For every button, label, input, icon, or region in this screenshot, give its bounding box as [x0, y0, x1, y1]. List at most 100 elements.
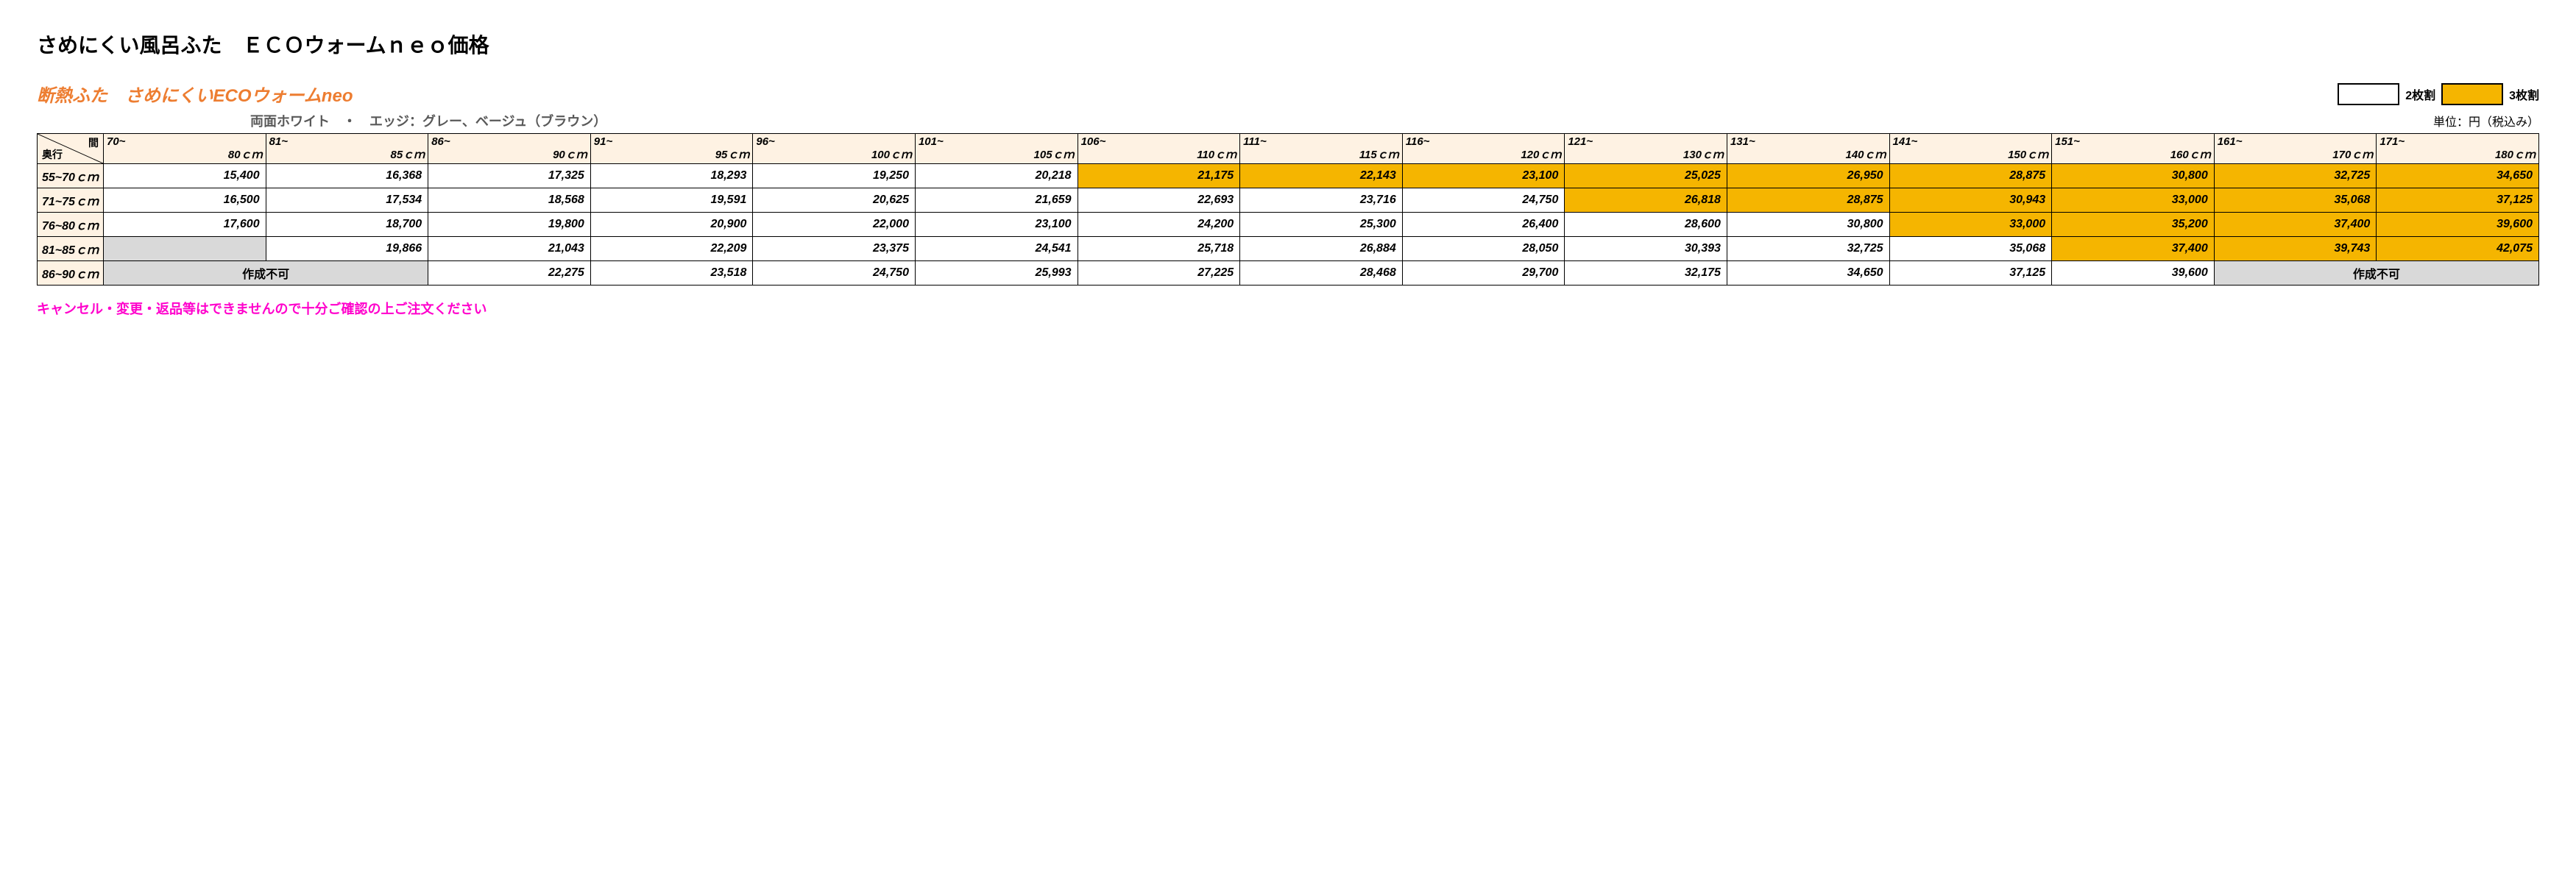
price-cell: 28,875: [1889, 164, 2052, 188]
price-cell: 32,725: [1727, 237, 1889, 261]
corner-cell: 間 奥行: [38, 134, 104, 164]
col-head-5: 101~105ｃｍ: [915, 134, 1078, 164]
price-cell: 37,125: [2377, 188, 2539, 213]
price-cell: 26,950: [1727, 164, 1889, 188]
price-cell: 28,468: [1240, 261, 1403, 286]
price-cell: 42,075: [2377, 237, 2539, 261]
price-cell: 33,000: [1889, 213, 2052, 237]
price-cell: 24,541: [915, 237, 1078, 261]
price-cell: 25,993: [915, 261, 1078, 286]
row-head-3: 81~85ｃｍ: [38, 237, 104, 261]
price-cell: 26,884: [1240, 237, 1403, 261]
price-cell: 25,025: [1565, 164, 1727, 188]
col-head-13: 161~170ｃｍ: [2214, 134, 2377, 164]
price-cell: 39,600: [2377, 213, 2539, 237]
price-cell: 21,659: [915, 188, 1078, 213]
price-cell: 34,650: [2377, 164, 2539, 188]
price-cell: 22,143: [1240, 164, 1403, 188]
price-cell: 26,400: [1402, 213, 1565, 237]
col-head-0: 70~80ｃｍ: [104, 134, 266, 164]
col-head-11: 141~150ｃｍ: [1889, 134, 2052, 164]
price-cell: 23,100: [1402, 164, 1565, 188]
na-cell: 作成不可: [104, 261, 428, 286]
price-cell: 19,800: [428, 213, 591, 237]
col-head-4: 96~100ｃｍ: [753, 134, 916, 164]
price-cell: 35,068: [2214, 188, 2377, 213]
price-cell: 17,325: [428, 164, 591, 188]
price-cell: 21,043: [428, 237, 591, 261]
col-head-8: 116~120ｃｍ: [1402, 134, 1565, 164]
price-cell: 23,716: [1240, 188, 1403, 213]
na-cell: 作成不可: [2214, 261, 2538, 286]
price-cell: 17,600: [104, 213, 266, 237]
price-cell: 19,866: [266, 237, 428, 261]
legend: 2枚割 3枚割: [2338, 83, 2539, 105]
price-cell: 28,600: [1565, 213, 1727, 237]
price-cell: 30,800: [1727, 213, 1889, 237]
footer-note: キャンセル・変更・返品等はできませんので十分ご確認の上ご注文ください: [37, 299, 2539, 318]
price-cell: 22,275: [428, 261, 591, 286]
price-cell: 35,068: [1889, 237, 2052, 261]
table-row: 86~90ｃｍ作成不可22,27523,51824,75025,99327,22…: [38, 261, 2539, 286]
price-cell: 22,209: [590, 237, 753, 261]
price-cell: 33,000: [2052, 188, 2215, 213]
na-cell: [104, 237, 266, 261]
col-head-2: 86~90ｃｍ: [428, 134, 591, 164]
description-row: 両面ホワイト ・ エッジ：グレー、ベージュ（ブラウン） 単位：円（税込み）: [37, 111, 2539, 130]
col-head-12: 151~160ｃｍ: [2052, 134, 2215, 164]
row-head-1: 71~75ｃｍ: [38, 188, 104, 213]
price-cell: 23,375: [753, 237, 916, 261]
legend-2panel-label: 2枚割: [2405, 85, 2435, 103]
col-head-10: 131~140ｃｍ: [1727, 134, 1889, 164]
price-cell: 37,400: [2214, 213, 2377, 237]
price-cell: 26,818: [1565, 188, 1727, 213]
price-cell: 39,600: [2052, 261, 2215, 286]
price-cell: 22,693: [1078, 188, 1240, 213]
price-cell: 24,750: [1402, 188, 1565, 213]
row-head-0: 55~70ｃｍ: [38, 164, 104, 188]
col-head-1: 81~85ｃｍ: [266, 134, 428, 164]
corner-top-label: 間: [88, 135, 99, 150]
price-cell: 23,100: [915, 213, 1078, 237]
table-row: 55~70ｃｍ15,40016,36817,32518,29319,25020,…: [38, 164, 2539, 188]
legend-box-2panel: [2338, 83, 2399, 105]
col-head-7: 111~115ｃｍ: [1240, 134, 1403, 164]
page-title: さめにくい風呂ふた ＥＣＯウォームｎｅｏ価格: [37, 29, 2539, 59]
price-cell: 20,900: [590, 213, 753, 237]
price-cell: 16,368: [266, 164, 428, 188]
price-cell: 29,700: [1402, 261, 1565, 286]
price-cell: 32,175: [1565, 261, 1727, 286]
price-cell: 25,300: [1240, 213, 1403, 237]
price-cell: 20,218: [915, 164, 1078, 188]
table-row: 71~75ｃｍ16,50017,53418,56819,59120,62521,…: [38, 188, 2539, 213]
table-row: 76~80ｃｍ17,60018,70019,80020,90022,00023,…: [38, 213, 2539, 237]
price-cell: 35,200: [2052, 213, 2215, 237]
row-head-2: 76~80ｃｍ: [38, 213, 104, 237]
price-cell: 24,750: [753, 261, 916, 286]
table-row: 81~85ｃｍ 19,86621,04322,20923,37524,54125,…: [38, 237, 2539, 261]
price-cell: 32,725: [2214, 164, 2377, 188]
price-cell: 34,650: [1727, 261, 1889, 286]
price-cell: 24,200: [1078, 213, 1240, 237]
price-cell: 37,400: [2052, 237, 2215, 261]
col-head-6: 106~110ｃｍ: [1078, 134, 1240, 164]
subtitle: 断熱ふた さめにくいECOウォームneo: [37, 81, 353, 107]
price-cell: 15,400: [104, 164, 266, 188]
price-cell: 20,625: [753, 188, 916, 213]
price-cell: 21,175: [1078, 164, 1240, 188]
price-cell: 16,500: [104, 188, 266, 213]
price-cell: 30,393: [1565, 237, 1727, 261]
price-cell: 28,875: [1727, 188, 1889, 213]
price-cell: 39,743: [2214, 237, 2377, 261]
price-cell: 25,718: [1078, 237, 1240, 261]
col-head-14: 171~180ｃｍ: [2377, 134, 2539, 164]
corner-bottom-label: 奥行: [42, 147, 63, 162]
price-cell: 30,943: [1889, 188, 2052, 213]
price-cell: 19,591: [590, 188, 753, 213]
price-cell: 18,700: [266, 213, 428, 237]
price-cell: 18,568: [428, 188, 591, 213]
legend-3panel-label: 3枚割: [2509, 85, 2539, 103]
unit-label: 単位：円（税込み）: [2433, 112, 2539, 130]
row-head-4: 86~90ｃｍ: [38, 261, 104, 286]
price-cell: 30,800: [2052, 164, 2215, 188]
